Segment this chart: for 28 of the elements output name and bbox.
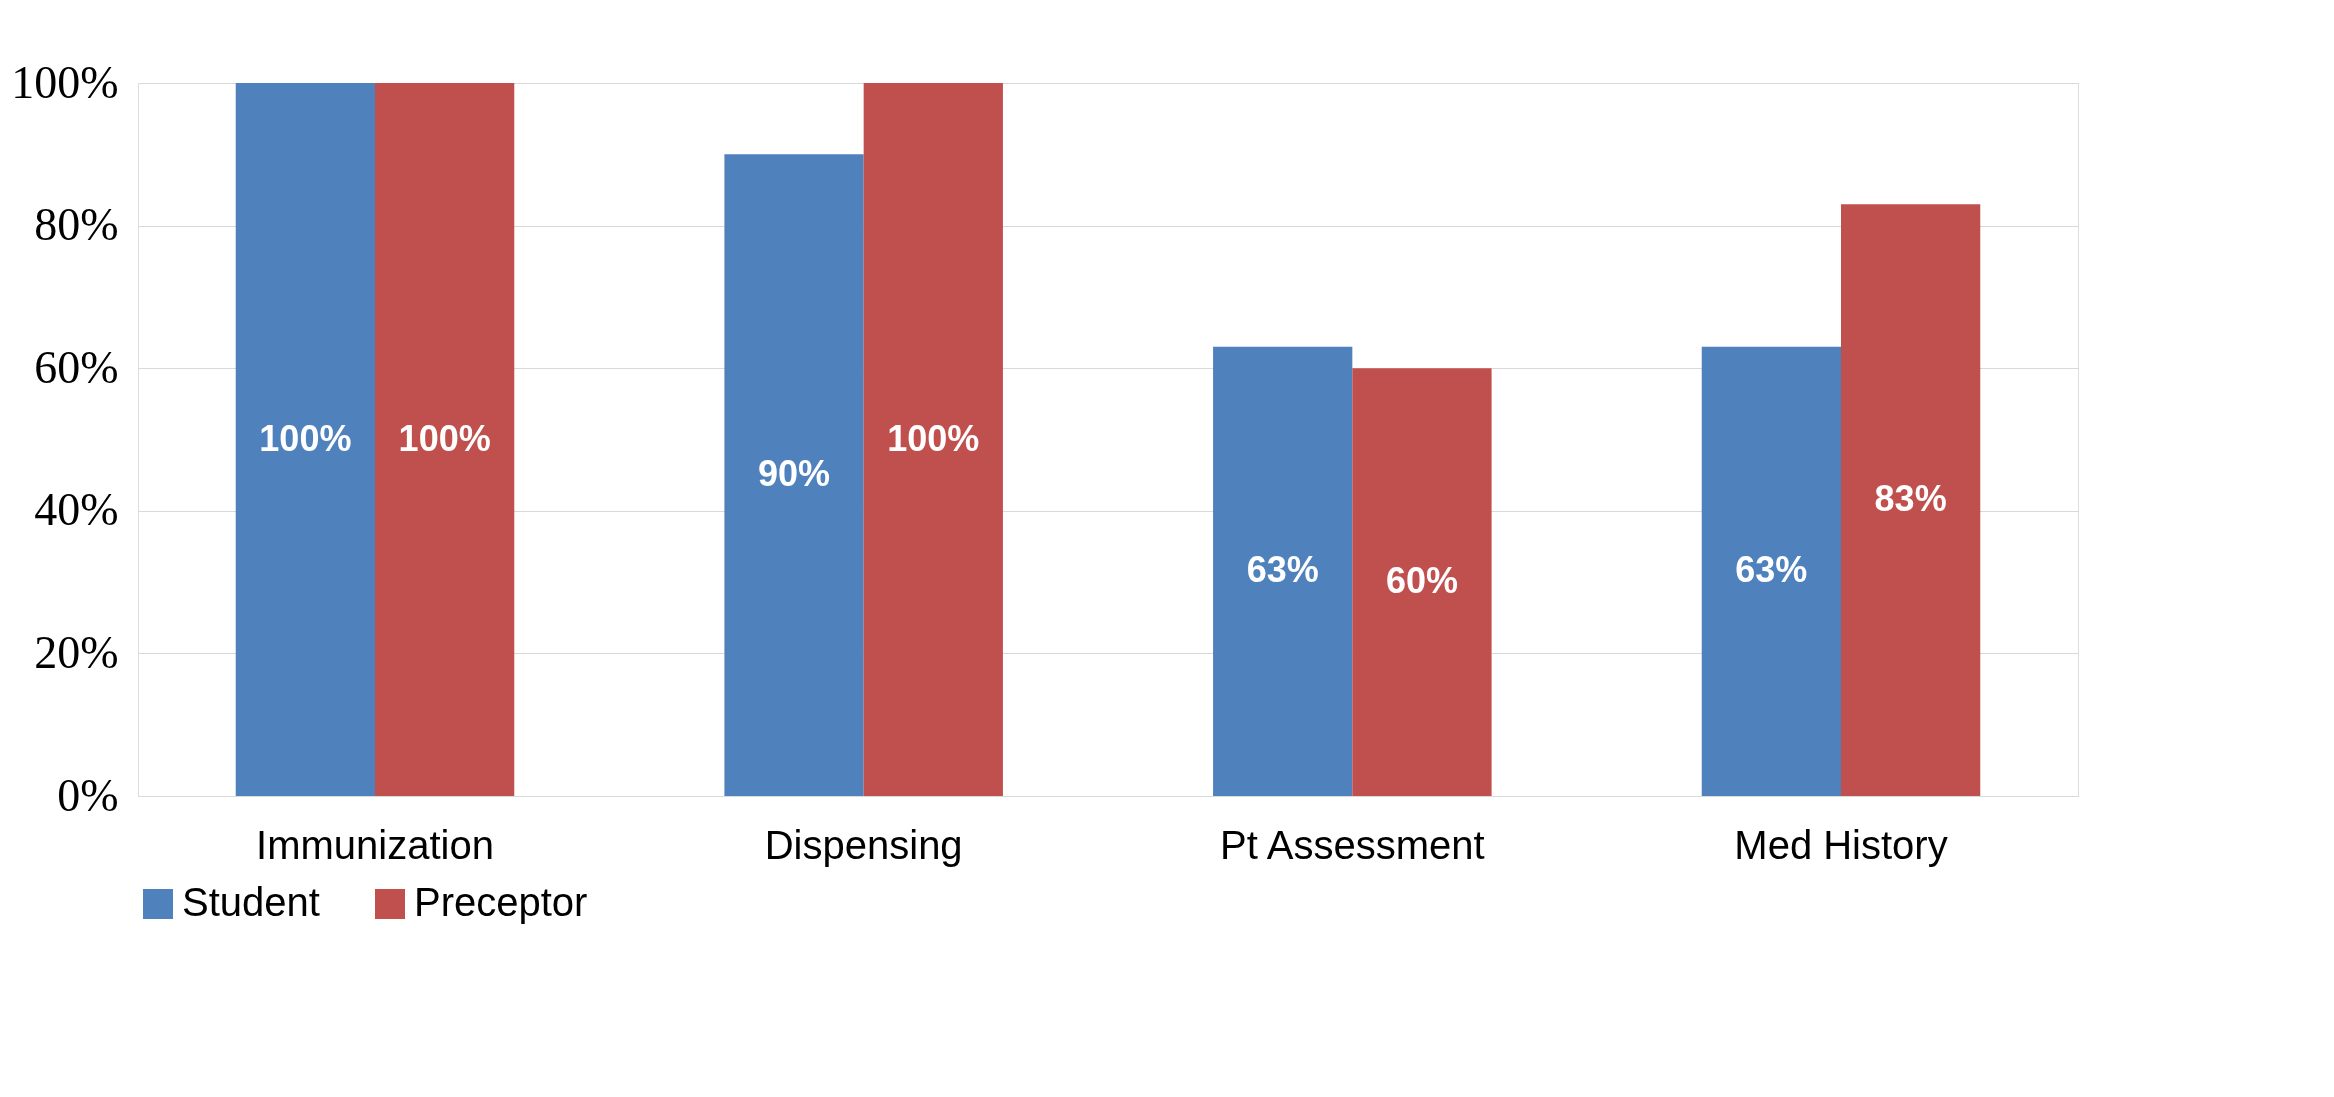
data-label: 100% (259, 417, 352, 459)
data-label: 63% (1735, 549, 1808, 591)
data-label: 100% (887, 417, 980, 459)
data-label: 90% (758, 453, 831, 495)
data-label: 60% (1385, 560, 1458, 602)
x-tick-label: Pt Assessment (1220, 822, 1485, 867)
x-tick-label: Dispensing (764, 822, 963, 867)
x-tick-label: Immunization (256, 822, 494, 867)
y-tick-label: 0% (57, 769, 119, 821)
y-tick-label: 60% (34, 341, 119, 393)
data-label: 63% (1246, 549, 1319, 591)
bar (1841, 204, 1981, 796)
bar (235, 83, 375, 796)
y-tick-label: 80% (34, 199, 119, 251)
data-label: 83% (1874, 478, 1947, 520)
y-tick-label: 20% (34, 626, 119, 678)
x-tick-label: Med History (1734, 822, 1948, 867)
bar (375, 83, 515, 796)
legend-label: Preceptor (414, 880, 588, 924)
bar (1352, 368, 1492, 796)
bar (1213, 346, 1353, 796)
bar (863, 83, 1003, 796)
y-tick-label: 40% (34, 484, 119, 536)
data-label: 100% (398, 417, 491, 459)
bar (1701, 346, 1841, 796)
bar (724, 154, 864, 796)
y-tick-label: 100% (11, 56, 119, 108)
legend-label: Student (182, 880, 320, 924)
